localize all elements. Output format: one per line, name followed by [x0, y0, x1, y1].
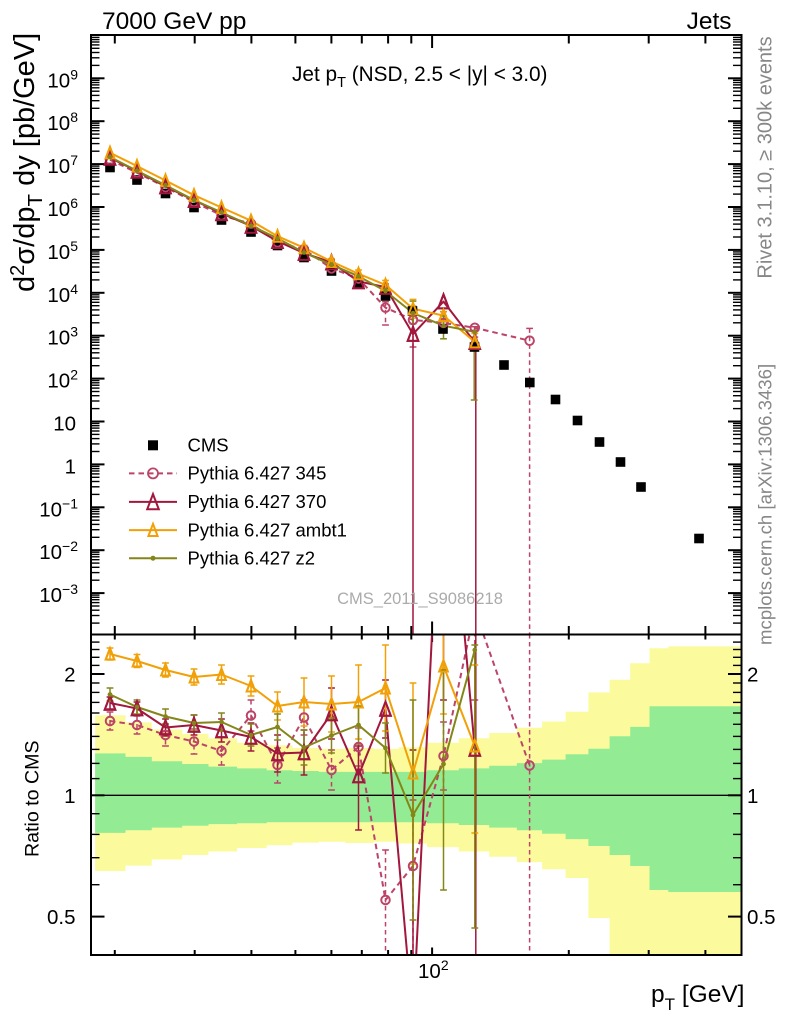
svg-text:7000 GeV pp: 7000 GeV pp [102, 8, 246, 35]
svg-text:d2σ/dpT dy [pb/GeV]: d2σ/dpT dy [pb/GeV] [7, 33, 47, 292]
svg-text:Ratio to CMS: Ratio to CMS [22, 740, 44, 857]
svg-text:2: 2 [64, 664, 75, 687]
svg-text:0.5: 0.5 [747, 906, 776, 929]
svg-text:2: 2 [747, 664, 758, 687]
svg-text:1: 1 [65, 455, 76, 478]
svg-text:Pythia 6.427 ambt1: Pythia 6.427 ambt1 [188, 519, 347, 540]
svg-text:1: 1 [64, 785, 75, 808]
svg-text:Pythia 6.427 370: Pythia 6.427 370 [188, 491, 327, 512]
svg-text:mcplots.cern.ch [arXiv:1306.34: mcplots.cern.ch [arXiv:1306.3436] [755, 364, 776, 645]
svg-text:CMS: CMS [188, 435, 229, 456]
svg-text:CMS_2011_S9086218: CMS_2011_S9086218 [337, 590, 503, 608]
svg-text:Pythia 6.427 z2: Pythia 6.427 z2 [188, 547, 316, 568]
svg-text:Jets: Jets [687, 8, 732, 35]
svg-text:Rivet 3.1.10, ≥ 300k events: Rivet 3.1.10, ≥ 300k events [755, 36, 777, 278]
svg-text:1: 1 [747, 785, 758, 808]
svg-text:10: 10 [53, 413, 76, 436]
svg-text:Pythia 6.427 345: Pythia 6.427 345 [188, 463, 327, 484]
svg-text:105: 105 [47, 238, 78, 264]
svg-text:0.5: 0.5 [47, 906, 76, 929]
